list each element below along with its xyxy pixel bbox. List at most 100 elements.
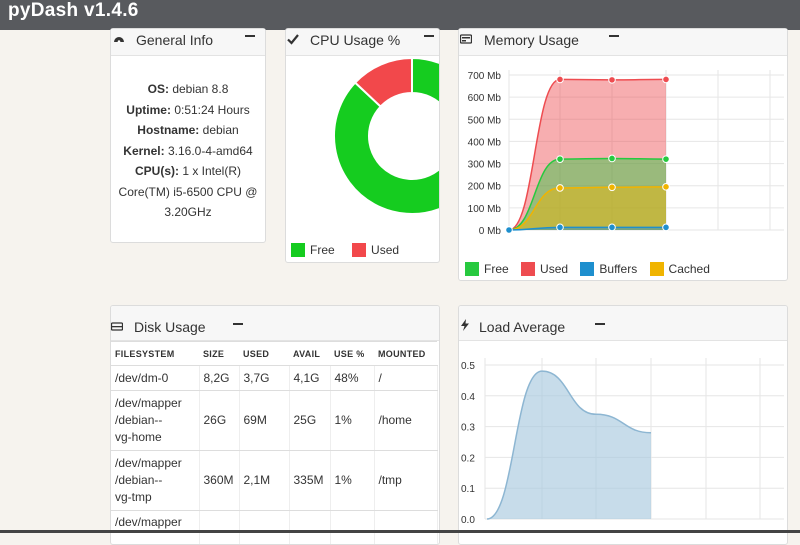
table-row: /dev/mapper [111, 511, 437, 545]
minimize-button[interactable] [424, 35, 434, 37]
y-tick-label: 700 Mb [468, 71, 502, 82]
point-buffers [663, 224, 670, 231]
panel-title: Load Average [479, 319, 565, 335]
point-buffers [609, 224, 616, 231]
disk-usage-header: Disk Usage [111, 306, 439, 341]
disk-table: FILESYSTEM SIZE USED AVAIL USE % MOUNTED… [111, 341, 438, 545]
col-size[interactable]: SIZE [199, 342, 239, 366]
info-cpus: CPU(s): 1 x Intel(R) [111, 161, 265, 182]
col-use-pct[interactable]: USE % [330, 342, 374, 366]
y-tick-label: 0.3 [461, 423, 475, 434]
cell-avail: 4,1G [289, 366, 330, 391]
y-tick-label: 0.0 [461, 515, 475, 526]
load-average-header: Load Average [459, 306, 787, 341]
cell-used [239, 511, 289, 545]
cell-filesystem: /dev/mapper/debian--vg-tmp [111, 451, 199, 511]
legend-swatch-free [291, 243, 305, 257]
cell-mounted: /home [374, 391, 437, 451]
legend-used: Used [352, 243, 399, 257]
cell-use-pct: 1% [330, 391, 374, 451]
legend-cached: Cached [650, 262, 710, 276]
cpu-usage-panel: CPU Usage % Free Used [285, 28, 440, 263]
cpu-donut-chart [286, 56, 440, 236]
minimize-button[interactable] [233, 323, 243, 325]
hdd-icon [111, 320, 123, 332]
dashboard-icon [113, 33, 125, 45]
legend-free: Free [291, 243, 335, 257]
bolt-icon [459, 319, 471, 331]
panel-title: Disk Usage [134, 319, 206, 335]
cell-use-pct [330, 511, 374, 545]
cell-used: 2,1M [239, 451, 289, 511]
y-tick-label: 400 Mb [468, 137, 502, 148]
point-cached [663, 184, 670, 191]
legend-free: Free [465, 262, 509, 276]
app-title[interactable]: pyDash v1.4.6 [8, 0, 139, 22]
cell-filesystem: /dev/dm-0 [111, 366, 199, 391]
cell-mounted: / [374, 366, 437, 391]
legend-swatch-cached [650, 262, 664, 276]
info-cpu-speed: 3.20GHz [111, 202, 265, 223]
load-area-chart: 0.50.40.30.20.10.0 [459, 346, 787, 545]
panel-title: CPU Usage % [310, 32, 400, 48]
legend-swatch-used [352, 243, 366, 257]
table-row: /dev/mapper/debian--vg-home 26G 69M 25G … [111, 391, 437, 451]
y-tick-label: 0.4 [461, 392, 475, 403]
minimize-button[interactable] [595, 323, 605, 325]
info-hostname: Hostname: debian [111, 120, 265, 141]
cpu-usage-header: CPU Usage % [286, 29, 439, 56]
table-row: /dev/dm-0 8,2G 3,7G 4,1G 48% / [111, 366, 437, 391]
table-header-row: FILESYSTEM SIZE USED AVAIL USE % MOUNTED [111, 342, 437, 366]
legend-used: Used [521, 262, 568, 276]
general-info-list: OS: debian 8.8 Uptime: 0:51:24 Hours Hos… [111, 79, 265, 223]
minimize-button[interactable] [609, 35, 619, 37]
cell-avail: 335M [289, 451, 330, 511]
cell-size: 26G [199, 391, 239, 451]
point-buffers [557, 224, 564, 231]
cpu-legend: Free Used [291, 243, 399, 257]
cell-filesystem: /dev/mapper [111, 511, 199, 545]
legend-swatch-buffers [580, 262, 594, 276]
y-tick-label: 0 Mb [479, 226, 502, 237]
cell-mounted: /tmp [374, 451, 437, 511]
cell-use-pct: 1% [330, 451, 374, 511]
cell-size: 360M [199, 451, 239, 511]
y-tick-label: 600 Mb [468, 93, 502, 104]
disk-usage-panel: Disk Usage FILESYSTEM SIZE USED AVAIL US… [110, 305, 440, 545]
minimize-button[interactable] [245, 35, 255, 37]
general-info-header: General Info [111, 29, 265, 56]
legend-buffers: Buffers [580, 262, 637, 276]
y-tick-label: 0.1 [461, 484, 475, 495]
point-used [663, 76, 670, 83]
y-tick-label: 100 Mb [468, 204, 502, 215]
col-filesystem[interactable]: FILESYSTEM [111, 342, 199, 366]
general-info-panel: General Info OS: debian 8.8 Uptime: 0:51… [110, 28, 266, 243]
table-row: /dev/mapper/debian--vg-tmp 360M 2,1M 335… [111, 451, 437, 511]
point-used [609, 77, 616, 84]
cell-used: 69M [239, 391, 289, 451]
cell-used: 3,7G [239, 366, 289, 391]
cell-avail [289, 511, 330, 545]
col-used[interactable]: USED [239, 342, 289, 366]
point-buffers [506, 227, 513, 234]
cell-avail: 25G [289, 391, 330, 451]
point-free [663, 156, 670, 163]
info-uptime: Uptime: 0:51:24 Hours [111, 100, 265, 121]
cell-filesystem: /dev/mapper/debian--vg-home [111, 391, 199, 451]
top-navbar: pyDash v1.4.6 [0, 0, 800, 30]
info-cpu-model: Core(TM) i5-6500 CPU @ [111, 182, 265, 203]
cell-use-pct: 48% [330, 366, 374, 391]
info-os: OS: debian 8.8 [111, 79, 265, 100]
y-tick-label: 0.2 [461, 453, 475, 464]
col-mounted[interactable]: MOUNTED [374, 342, 437, 366]
point-used [557, 76, 564, 83]
hdd-icon [460, 33, 472, 45]
cell-mounted [374, 511, 437, 545]
y-tick-label: 200 Mb [468, 182, 502, 193]
col-avail[interactable]: AVAIL [289, 342, 330, 366]
cell-size [199, 511, 239, 545]
check-icon [287, 33, 299, 45]
